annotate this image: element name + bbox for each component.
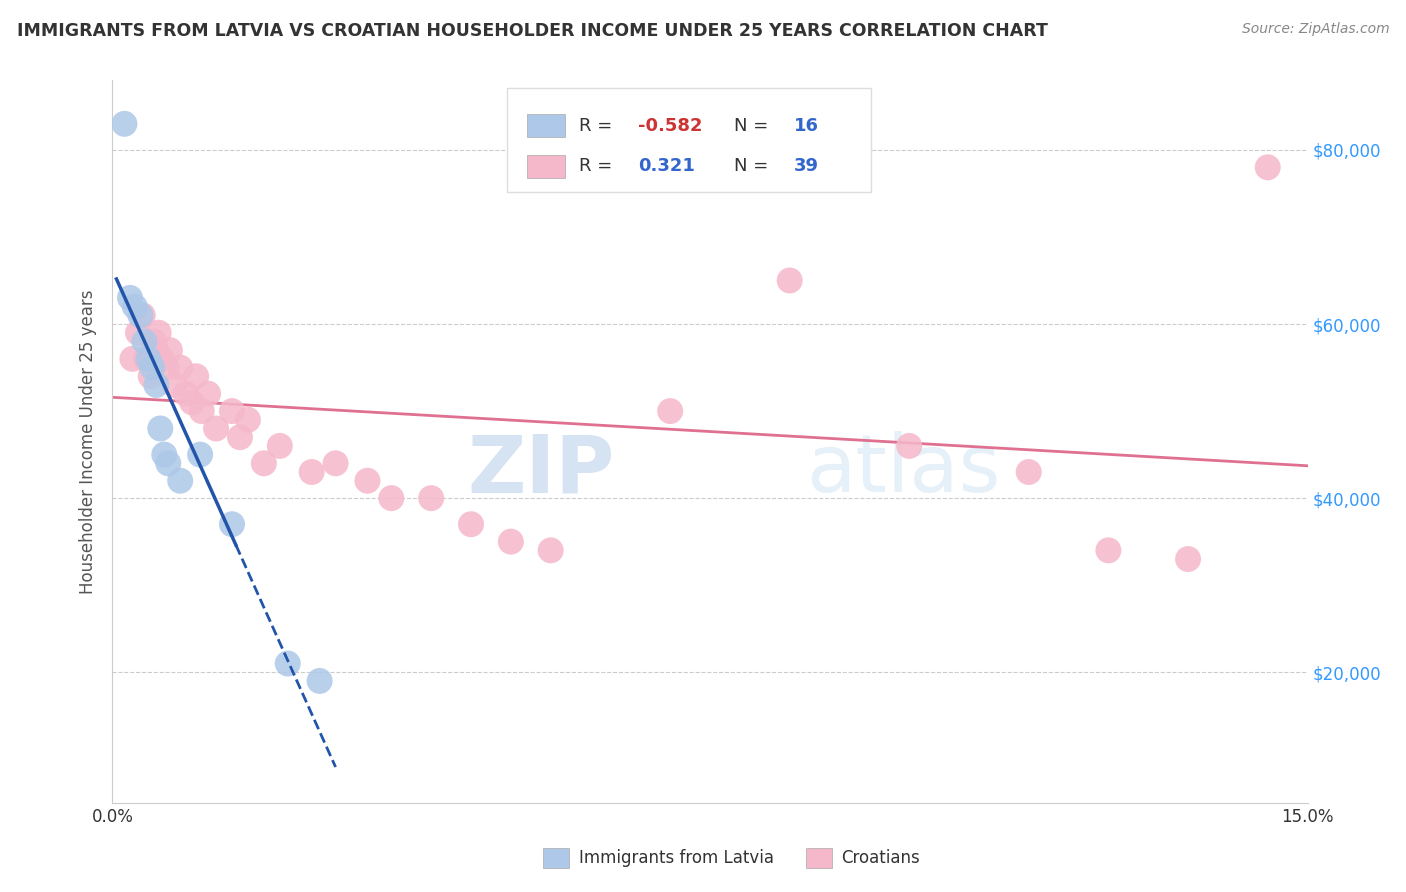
Point bbox=[127, 326, 149, 340]
Text: Immigrants from Latvia: Immigrants from Latvia bbox=[579, 848, 773, 867]
Point bbox=[163, 378, 186, 392]
Point bbox=[138, 351, 160, 366]
Point bbox=[142, 334, 165, 349]
Point bbox=[659, 404, 682, 418]
Point bbox=[148, 326, 170, 340]
Text: N =: N = bbox=[734, 117, 773, 135]
Point bbox=[420, 491, 443, 505]
Point bbox=[229, 430, 252, 444]
Point bbox=[779, 273, 801, 287]
Point bbox=[190, 404, 212, 418]
Point bbox=[221, 404, 243, 418]
Text: Croatians: Croatians bbox=[842, 848, 921, 867]
Point bbox=[145, 378, 167, 392]
Point bbox=[157, 456, 180, 470]
FancyBboxPatch shape bbox=[527, 154, 565, 178]
Point bbox=[139, 369, 162, 384]
Point bbox=[356, 474, 378, 488]
Text: 0.321: 0.321 bbox=[638, 157, 695, 175]
Point bbox=[308, 673, 330, 688]
Text: Source: ZipAtlas.com: Source: ZipAtlas.com bbox=[1241, 22, 1389, 37]
Point bbox=[301, 465, 323, 479]
Point bbox=[114, 117, 135, 131]
Point bbox=[221, 517, 243, 532]
Point bbox=[269, 439, 291, 453]
Point bbox=[149, 421, 172, 435]
Point bbox=[141, 360, 163, 375]
FancyBboxPatch shape bbox=[543, 847, 569, 868]
Point bbox=[145, 343, 167, 358]
Point bbox=[186, 369, 208, 384]
Point bbox=[460, 517, 482, 532]
Point bbox=[253, 456, 276, 470]
Point bbox=[540, 543, 562, 558]
Point bbox=[159, 343, 181, 358]
Point bbox=[169, 360, 191, 375]
Point bbox=[135, 351, 157, 366]
Point bbox=[188, 448, 211, 462]
Point bbox=[1257, 161, 1279, 175]
Text: R =: R = bbox=[579, 117, 617, 135]
Point bbox=[205, 421, 228, 435]
Point bbox=[380, 491, 402, 505]
Text: 39: 39 bbox=[794, 157, 818, 175]
FancyBboxPatch shape bbox=[806, 847, 832, 868]
FancyBboxPatch shape bbox=[527, 114, 565, 137]
Text: 16: 16 bbox=[794, 117, 818, 135]
Point bbox=[1018, 465, 1040, 479]
Point bbox=[325, 456, 347, 470]
Y-axis label: Householder Income Under 25 years: Householder Income Under 25 years bbox=[79, 289, 97, 594]
Text: atlas: atlas bbox=[806, 432, 1000, 509]
Point bbox=[169, 474, 191, 488]
Text: ZIP: ZIP bbox=[467, 432, 614, 509]
Point bbox=[153, 448, 176, 462]
Text: N =: N = bbox=[734, 157, 773, 175]
Point bbox=[129, 308, 152, 322]
Text: -0.582: -0.582 bbox=[638, 117, 703, 135]
Point bbox=[197, 386, 219, 401]
Point bbox=[277, 657, 299, 671]
Point bbox=[124, 300, 146, 314]
Text: IMMIGRANTS FROM LATVIA VS CROATIAN HOUSEHOLDER INCOME UNDER 25 YEARS CORRELATION: IMMIGRANTS FROM LATVIA VS CROATIAN HOUSE… bbox=[17, 22, 1047, 40]
Point bbox=[156, 360, 179, 375]
Point bbox=[499, 534, 522, 549]
Point bbox=[132, 308, 155, 322]
Point bbox=[1177, 552, 1199, 566]
Point bbox=[181, 395, 204, 409]
Point bbox=[121, 351, 143, 366]
FancyBboxPatch shape bbox=[508, 87, 872, 193]
Point bbox=[236, 413, 259, 427]
Point bbox=[898, 439, 921, 453]
Text: R =: R = bbox=[579, 157, 617, 175]
Point bbox=[118, 291, 141, 305]
Point bbox=[134, 334, 156, 349]
Point bbox=[174, 386, 197, 401]
Point bbox=[1097, 543, 1119, 558]
Point bbox=[150, 351, 173, 366]
